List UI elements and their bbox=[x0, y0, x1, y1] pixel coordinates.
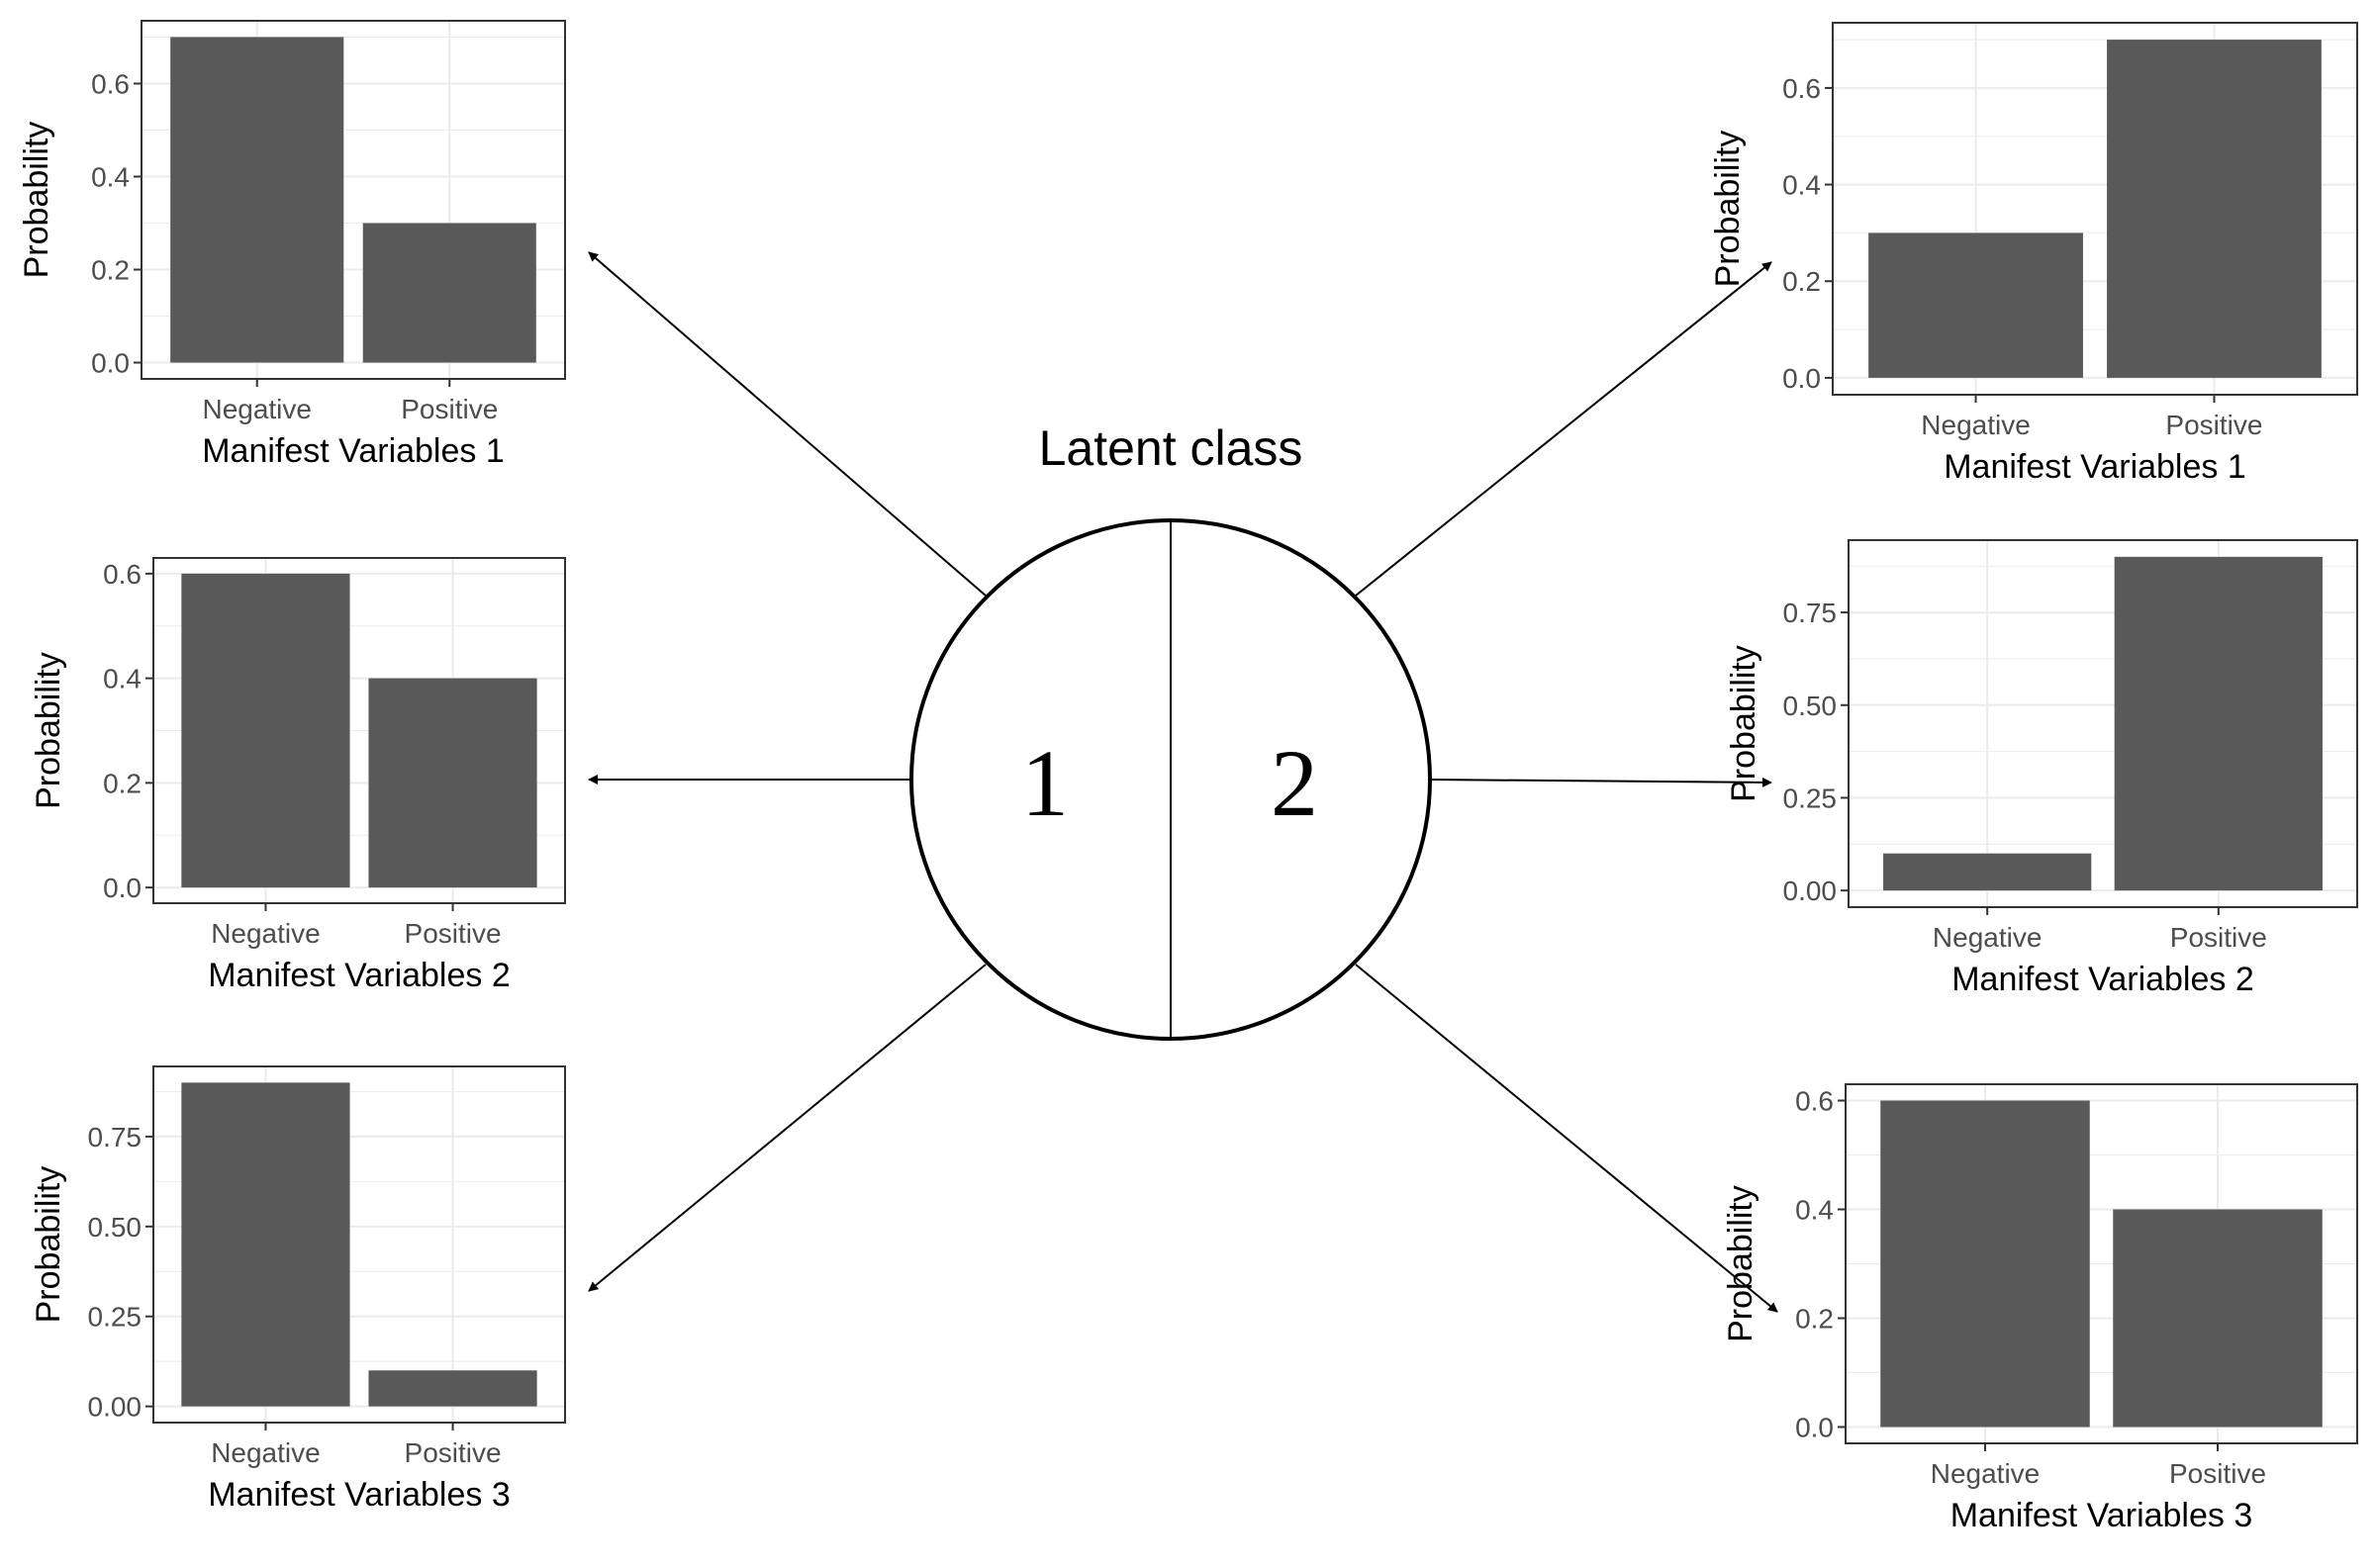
chart-panel-class2-var2: 0.00 0.25 0.50 0.75 Negative Positive Manifest… bbox=[1725, 539, 2358, 998]
bar-negative bbox=[1868, 232, 2083, 378]
bar-negative bbox=[1880, 1100, 2090, 1428]
bar-positive bbox=[368, 678, 537, 888]
y-tick-label: 0.2 bbox=[1795, 1304, 1834, 1335]
y-tick-label: 0.2 bbox=[1782, 266, 1821, 297]
x-tick-label: Negative bbox=[1921, 410, 2031, 440]
bar-negative bbox=[170, 37, 344, 363]
x-tick-label: Negative bbox=[202, 394, 312, 424]
y-tick-label: 0.75 bbox=[1783, 598, 1838, 628]
y-tick-label: 0.4 bbox=[91, 161, 130, 192]
x-tick-label: Negative bbox=[1931, 1458, 2041, 1489]
y-tick-label: 0.4 bbox=[103, 664, 142, 694]
y-tick-label: 0.25 bbox=[1783, 783, 1838, 813]
y-axis-title: Probability bbox=[18, 122, 55, 279]
x-tick-label: Positive bbox=[401, 394, 498, 424]
panel-border bbox=[152, 1065, 566, 1424]
x-tick-label: Positive bbox=[405, 1437, 502, 1468]
y-tick-label: 0.0 bbox=[103, 873, 142, 903]
bar-negative bbox=[181, 1082, 350, 1407]
x-axis-title: Manifest Variables 2 bbox=[1951, 961, 2254, 998]
x-tick-label: Negative bbox=[1933, 922, 2043, 953]
chart-panel-class1-var1: 0.0 0.2 0.4 0.6 Negative Positive Manifest Var… bbox=[18, 20, 566, 470]
chart-panel-class2-var3: 0.0 0.2 0.4 0.6 Negative Positive Manifest Var… bbox=[1722, 1083, 2358, 1534]
x-tick-label: Negative bbox=[211, 918, 321, 949]
latent-class-node: 1 2 bbox=[909, 518, 1432, 1041]
chart-panel-class2-var1: 0.0 0.2 0.4 0.6 Negative Positive Manifest Var… bbox=[1709, 22, 2358, 486]
y-tick-label: 0.50 bbox=[88, 1212, 143, 1243]
x-axis-title: Manifest Variables 1 bbox=[202, 432, 505, 470]
y-tick-label: 0.2 bbox=[103, 768, 142, 798]
y-tick-label: 0.00 bbox=[1783, 876, 1838, 906]
class-1-label: 1 bbox=[1021, 730, 1069, 836]
chart-panel-class1-var2: 0.0 0.2 0.4 0.6 Negative Positive Manifest Var… bbox=[30, 557, 566, 994]
y-tick-label: 0.75 bbox=[88, 1122, 143, 1153]
bar-positive bbox=[2113, 1209, 2323, 1428]
arrow-class1-var1 bbox=[588, 251, 987, 597]
panel-border bbox=[152, 557, 566, 904]
y-tick-label: 0.6 bbox=[103, 559, 142, 590]
x-tick-label: Negative bbox=[211, 1437, 321, 1468]
y-tick-label: 0.00 bbox=[88, 1392, 143, 1423]
y-axis-title: Probability bbox=[1725, 645, 1762, 802]
chart-panel-class1-var3: 0.00 0.25 0.50 0.75 Negative Positive Manifest… bbox=[30, 1065, 566, 1514]
panel-border bbox=[1832, 22, 2358, 396]
arrow-class2-var1 bbox=[1355, 261, 1772, 597]
arrow-class2-var3 bbox=[1355, 964, 1778, 1313]
x-tick-label: Positive bbox=[2170, 922, 2267, 953]
x-tick-label: Positive bbox=[2165, 410, 2262, 440]
y-tick-label: 0.4 bbox=[1782, 170, 1821, 201]
bar-positive bbox=[2107, 40, 2322, 378]
bar-positive bbox=[2114, 556, 2323, 891]
bar-positive bbox=[362, 223, 536, 363]
y-tick-label: 0.0 bbox=[1782, 363, 1821, 394]
panel-border bbox=[1845, 1083, 2358, 1444]
arrow-class1-var3 bbox=[588, 964, 987, 1292]
panel-border bbox=[1848, 539, 2358, 908]
x-axis-title: Manifest Variables 3 bbox=[1950, 1497, 2253, 1534]
bar-positive bbox=[368, 1370, 537, 1407]
y-tick-label: 0.25 bbox=[88, 1302, 143, 1333]
bar-negative bbox=[1883, 853, 2092, 891]
y-tick-label: 0.0 bbox=[1795, 1413, 1834, 1443]
x-axis-title: Manifest Variables 3 bbox=[208, 1476, 511, 1514]
x-axis-title: Manifest Variables 2 bbox=[208, 957, 511, 994]
latent-class-title: Latent class bbox=[1039, 420, 1303, 476]
bar-negative bbox=[181, 573, 350, 888]
panel-border bbox=[141, 20, 566, 380]
y-tick-label: 0.6 bbox=[1795, 1086, 1834, 1117]
x-axis-title: Manifest Variables 1 bbox=[1944, 448, 2246, 486]
x-tick-label: Positive bbox=[2169, 1458, 2266, 1489]
y-axis-title: Probability bbox=[1709, 131, 1747, 288]
arrows bbox=[588, 251, 1778, 1313]
y-tick-label: 0.0 bbox=[91, 348, 130, 379]
y-tick-label: 0.2 bbox=[91, 255, 130, 286]
y-tick-label: 0.6 bbox=[1782, 73, 1821, 104]
y-axis-title: Probability bbox=[30, 1166, 67, 1324]
y-tick-label: 0.6 bbox=[91, 68, 130, 99]
class-2-label: 2 bbox=[1271, 730, 1318, 836]
y-axis-title: Probability bbox=[30, 652, 67, 809]
arrow-class2-var2 bbox=[1430, 777, 1772, 787]
y-tick-label: 0.50 bbox=[1783, 691, 1838, 721]
y-tick-label: 0.4 bbox=[1795, 1195, 1834, 1226]
x-tick-label: Positive bbox=[405, 918, 502, 949]
y-axis-title: Probability bbox=[1722, 1185, 1759, 1342]
